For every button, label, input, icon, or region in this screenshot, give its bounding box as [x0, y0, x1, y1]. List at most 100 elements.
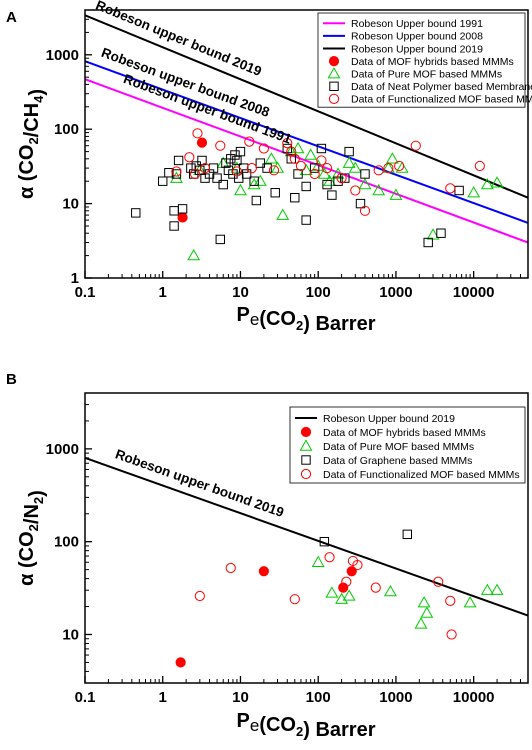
- legend-entry-label: Data of Pure MOF based MMMs: [323, 441, 474, 453]
- square-point: [340, 173, 350, 183]
- square-point: [270, 188, 280, 198]
- triangle-point: [385, 152, 399, 164]
- panel-letter-b: B: [6, 371, 17, 388]
- panel-b-ticks: 0.1 1 10 100 1000 10000 10 100 1000: [46, 392, 529, 706]
- x-tick-label: 1: [159, 689, 167, 706]
- open-circle-point: [383, 162, 394, 174]
- open-circle-point: [316, 155, 327, 166]
- legend-marker-swatch: [328, 93, 340, 105]
- panel-a-lines: [85, 14, 528, 244]
- triangle-point: [276, 208, 290, 220]
- square-point: [164, 168, 174, 178]
- open-circle-point: [189, 168, 201, 180]
- triangle-point: [414, 617, 428, 629]
- triangle-point: [317, 167, 331, 179]
- x-tick-label: 100: [306, 689, 331, 706]
- triangle-point: [417, 596, 431, 608]
- square-point: [316, 143, 327, 154]
- open-circle-point: [258, 143, 269, 154]
- open-circle-point: [199, 162, 211, 174]
- y-tick-label: 1: [71, 270, 79, 287]
- open-circle-point: [321, 162, 333, 174]
- x-tick-label: 1000: [379, 284, 412, 301]
- legend-entry-label: Data of Pure MOF based MMMs: [351, 69, 502, 81]
- x-tick-label: 0.1: [75, 689, 96, 706]
- square-point: [327, 190, 337, 200]
- filled-circle-point: [346, 566, 357, 577]
- legend-entry-label: Data of MOF hybrids based MMMs: [351, 56, 514, 68]
- triangle-point: [420, 606, 434, 618]
- square-point: [454, 185, 464, 196]
- panel-b-x-title: Pe(CO2) Barrer: [237, 710, 376, 741]
- y-tick-label: 10: [62, 196, 79, 213]
- triangle-point: [372, 183, 386, 196]
- open-circle-point: [194, 590, 205, 602]
- panel-a-markers: [131, 128, 504, 261]
- square-point: [238, 163, 249, 173]
- legend-entry-label: Data of Functionalized MOF based MMMs: [323, 469, 520, 481]
- legend-box: [317, 12, 526, 108]
- square-point: [333, 176, 343, 186]
- square-point: [158, 176, 168, 186]
- square-point: [212, 173, 222, 183]
- square-point: [309, 163, 320, 173]
- open-circle-point: [231, 166, 243, 177]
- triangle-point: [358, 177, 372, 190]
- square-point: [249, 176, 259, 186]
- open-circle-point: [446, 629, 457, 640]
- axis-title-text: Pe(CO2) Barrer: [237, 710, 376, 741]
- triangle-point: [335, 592, 349, 604]
- triangle-point: [467, 186, 481, 198]
- triangle-point: [389, 188, 403, 200]
- open-circle-point: [309, 168, 320, 180]
- x-tick-label: 1000: [379, 689, 412, 706]
- x-tick-label: 10: [232, 284, 249, 301]
- open-circle-point: [410, 140, 421, 151]
- open-circle-point: [341, 576, 352, 587]
- square-point: [423, 237, 433, 248]
- square-point: [173, 155, 184, 166]
- y-tick-label: 100: [54, 121, 79, 138]
- triangle-point: [234, 183, 247, 196]
- open-circle-point: [352, 559, 363, 571]
- square-point: [241, 169, 252, 179]
- open-circle-point: [246, 162, 257, 174]
- open-circle-point: [445, 183, 456, 194]
- panel-b-line-labels: Robeson upper bound 2019: [113, 446, 286, 520]
- triangle-point: [271, 161, 285, 173]
- x-tick-label: 1: [159, 284, 167, 301]
- filled-circle-point: [338, 582, 349, 593]
- square-point: [319, 536, 330, 547]
- square-point: [230, 150, 240, 160]
- upper-bound-label: Robeson upper bound 2019: [94, 0, 264, 79]
- triangle-point: [169, 171, 183, 183]
- triangle-point: [490, 583, 504, 595]
- triangle-point: [348, 161, 362, 173]
- legend-entry-label: Data of Functionalized MOF based MMMs: [351, 94, 532, 106]
- panel-a-y-title: α (CO2/CH4): [16, 89, 48, 199]
- panel-b-legend: Robeson Upper bound 2019 Data of MOF hybr…: [289, 406, 526, 484]
- square-point: [301, 215, 311, 225]
- square-point: [255, 158, 266, 168]
- triangle-point: [480, 583, 494, 595]
- open-circle-point: [192, 128, 203, 139]
- x-tick-label: 10: [232, 689, 249, 706]
- square-point: [169, 206, 179, 216]
- square-point: [262, 163, 272, 173]
- triangle-point: [291, 141, 305, 154]
- square-point: [177, 204, 188, 214]
- axis-title-text: α (CO2/CH4): [16, 89, 48, 199]
- legend-entry-label: Data of Graphene based MMMs: [323, 455, 472, 467]
- filled-circle-point: [196, 137, 208, 148]
- legend-marker-swatch: [300, 468, 312, 480]
- triangle-point: [325, 586, 339, 598]
- y-tick-label: 1000: [46, 441, 79, 458]
- square-point: [286, 154, 296, 164]
- legend-marker-swatch: [328, 56, 340, 67]
- upper-bound-line: [85, 60, 528, 224]
- triangle-point: [187, 248, 201, 261]
- upper-bound-label: Robeson upper bound 2019: [113, 446, 286, 520]
- legend-entry-label: Robeson Upper bound 2019: [323, 413, 455, 425]
